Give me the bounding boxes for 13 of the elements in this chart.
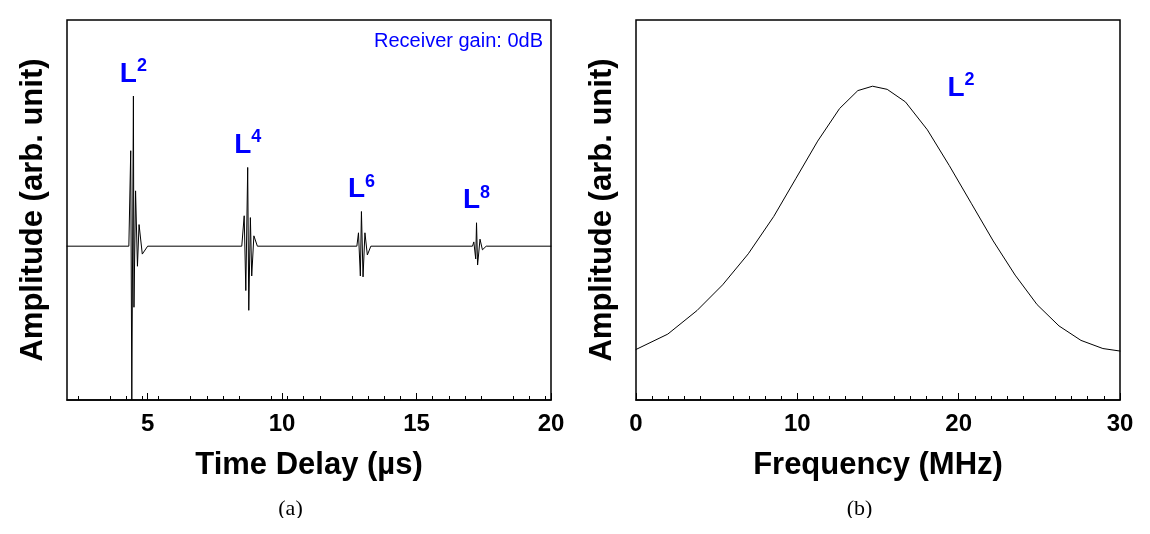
y-axis-title: Amplitude (arb. unit) [583,58,618,362]
text: Receiver gain: 0dB [374,29,543,51]
x-tick-label: 10 [783,408,811,436]
x-tick-label: 20 [945,408,973,436]
x-tick-label: 15 [403,408,430,436]
x-axis-title: Frequency (MHz) [753,446,1003,481]
x-tick-label: 5 [140,408,155,436]
x-tick-label: 0 [629,408,643,436]
y-axis-title: Amplitude (arb. unit) [14,58,49,362]
x-tick-label: 10 [268,408,296,436]
x-axis-title: Time Delay (µs) [195,446,423,481]
x-tick-label: 20 [537,408,565,436]
x-tick-label: 30 [1106,408,1134,436]
